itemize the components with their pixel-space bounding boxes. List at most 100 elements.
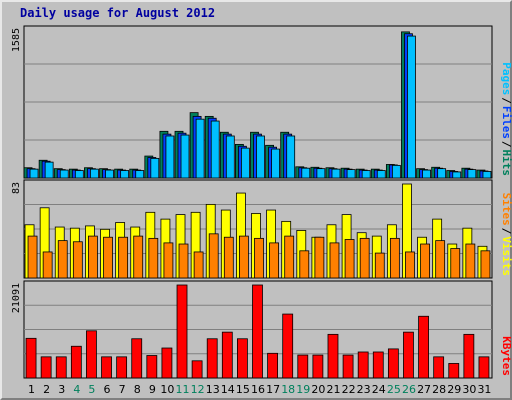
bar-pages — [241, 147, 250, 179]
x-tick-label: 29 — [447, 383, 461, 396]
bar-kbytes — [372, 351, 384, 379]
bar-kbytes — [191, 360, 203, 379]
chart-panel-2: 83 Sites /Visits — [11, 179, 512, 279]
legend: Sites /Visits — [500, 193, 512, 276]
bar-pages — [316, 168, 326, 179]
x-tick-label: 16 — [251, 383, 265, 396]
x-tick-label: 8 — [134, 383, 141, 396]
bar-kbytes — [282, 313, 294, 379]
bar-kbytes — [146, 355, 158, 379]
bar-kbytes — [312, 354, 324, 379]
bar-kbytes — [116, 356, 128, 379]
bar-sites — [269, 242, 279, 279]
bar-kbytes — [55, 356, 67, 379]
x-tick-label: 11 — [176, 383, 190, 396]
bar-pages — [135, 170, 145, 179]
bar-sites — [193, 251, 204, 279]
bar-sites — [239, 235, 249, 279]
bar-pages — [422, 169, 431, 179]
x-tick-label: 2 — [43, 383, 50, 396]
bar-kbytes — [131, 338, 143, 379]
bar-pages — [361, 170, 371, 179]
bar-sites — [359, 237, 370, 279]
bar-pages — [44, 161, 54, 179]
bar-kbytes — [161, 347, 173, 379]
bar-pages — [120, 170, 130, 179]
bar-kbytes — [70, 345, 82, 379]
bar-kbytes — [40, 356, 52, 379]
bar-kbytes — [342, 354, 354, 379]
bar-sites — [314, 236, 325, 279]
bar-pages — [90, 168, 99, 179]
legend-item: Pages — [500, 62, 512, 95]
bar-kbytes — [237, 338, 248, 379]
axis-max-label: 21091 — [11, 283, 22, 313]
bar-sites — [118, 236, 129, 279]
bar-pages — [29, 168, 39, 179]
x-tick-label: 28 — [432, 383, 446, 396]
bar-kbytes — [448, 363, 460, 379]
chart-panel-1: 1585 Pages / Files / Hits — [11, 25, 512, 179]
x-tick-label: 19 — [296, 383, 310, 396]
x-tick-label: 1 — [28, 383, 35, 396]
bar-pages — [331, 168, 341, 179]
x-tick-label: 21 — [326, 383, 340, 396]
bar-kbytes — [357, 351, 369, 379]
bar-sites — [103, 236, 113, 279]
legend: Pages / Files / Hits — [500, 62, 512, 176]
bar-sites — [450, 248, 461, 279]
bar-sites — [389, 237, 400, 279]
bar-sites — [435, 240, 446, 279]
bar-kbytes — [101, 356, 112, 379]
legend-item: / — [500, 228, 512, 235]
bar-pages — [467, 169, 477, 179]
bar-kbytes — [221, 331, 233, 379]
bar-kbytes — [86, 330, 97, 379]
bar-pages — [180, 134, 190, 179]
bar-pages — [256, 135, 265, 179]
x-tick-label: 6 — [104, 383, 111, 396]
bar-kbytes — [478, 356, 490, 379]
bar-pages — [482, 171, 492, 179]
bar-sites — [374, 252, 385, 279]
bar-sites — [57, 240, 68, 279]
bar-pages — [301, 167, 311, 179]
x-tick-label: 17 — [266, 383, 280, 396]
x-tick-label: 3 — [58, 383, 65, 396]
x-tick-label: 22 — [342, 383, 356, 396]
axis-max-label: 83 — [11, 182, 22, 194]
x-tick-label: 9 — [149, 383, 156, 396]
bar-kbytes — [25, 337, 37, 379]
x-tick-label: 7 — [119, 383, 126, 396]
bar-pages — [437, 168, 447, 179]
legend-item: / — [500, 141, 512, 148]
x-tick-label: 18 — [281, 383, 295, 396]
x-tick-label: 14 — [221, 383, 235, 396]
legend-item: KBytes — [500, 336, 512, 376]
x-tick-label: 13 — [206, 383, 220, 396]
page-title: Daily usage for August 2012 — [20, 6, 216, 20]
bar-kbytes — [433, 356, 445, 379]
x-tick-label: 20 — [311, 383, 325, 396]
chart-panel-3: 21091 KBytes — [11, 280, 512, 379]
bar-pages — [150, 157, 160, 179]
bar-sites — [299, 250, 310, 279]
legend-item: Sites — [500, 193, 512, 226]
bar-sites — [405, 251, 415, 279]
bar-pages — [452, 171, 462, 179]
bar-pages — [195, 118, 205, 179]
bar-kbytes — [387, 348, 399, 379]
bar-sites — [178, 243, 189, 279]
x-tick-label: 5 — [88, 383, 95, 396]
x-tick-label: 31 — [477, 383, 491, 396]
x-tick-label: 30 — [462, 383, 476, 396]
bar-sites — [133, 235, 144, 279]
bar-pages — [74, 170, 84, 179]
bar-sites — [284, 235, 295, 279]
x-tick-label: 24 — [372, 383, 386, 396]
bar-pages — [376, 170, 386, 179]
bar-pages — [210, 120, 220, 179]
bar-kbytes — [176, 284, 188, 379]
bar-kbytes — [267, 352, 278, 379]
